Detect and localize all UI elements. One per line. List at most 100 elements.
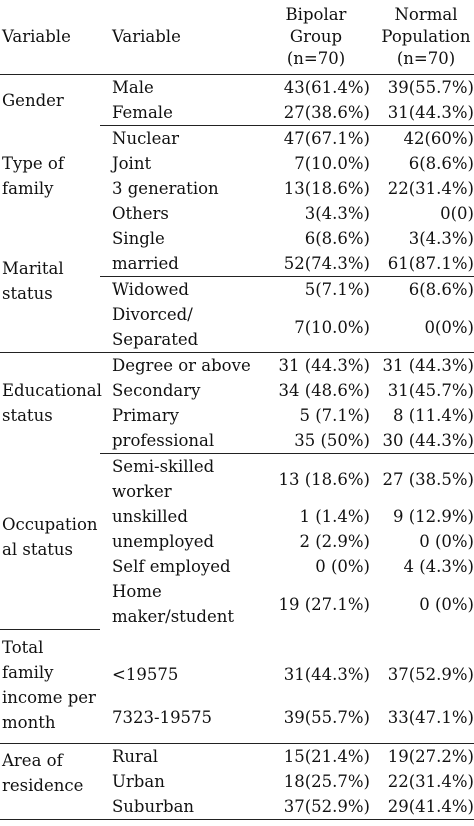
group-label-line: Occupation	[2, 512, 100, 537]
group-label-line: family	[2, 176, 100, 201]
group-label-line: Marital	[2, 256, 100, 281]
group-label-line: Total	[2, 635, 100, 660]
cell-bipolar: 13(18.6%)	[260, 176, 372, 201]
row-label: 3 generation	[100, 176, 260, 201]
cell-bipolar: 7(10.0%)	[260, 151, 372, 176]
cell-normal: 0(0)	[372, 201, 474, 226]
cell-bipolar: 13 (18.6%)	[260, 454, 372, 505]
cell-normal: 3(4.3%)	[372, 226, 474, 251]
group-label-line: Area of	[2, 748, 100, 773]
group-label-line: family	[2, 660, 100, 685]
cell-normal: 22(31.4%)	[372, 176, 474, 201]
row-label: Home maker/student	[100, 579, 260, 629]
row-label: Secondary	[100, 378, 260, 403]
group-label-occupation: Occupation al status	[0, 454, 100, 630]
header-bipolar: Bipolar Group (n=70)	[260, 0, 372, 75]
group-label-line: Type of	[2, 151, 100, 176]
cell-normal: 8 (11.4%)	[372, 403, 474, 428]
cell-bipolar: 5(7.1%)	[260, 277, 372, 303]
group-label-line: Educational	[2, 378, 100, 403]
row-label-line: Divorced/	[112, 302, 260, 327]
group-label-income: Total family income per month	[0, 629, 100, 744]
header-normal-line2: Population	[372, 26, 474, 48]
row-label: Urban	[100, 769, 260, 794]
row-label: unemployed	[100, 529, 260, 554]
header-variable-col1: Variable	[0, 0, 100, 75]
group-label-line: residence	[2, 773, 100, 798]
group-label-education: Educational status	[0, 353, 100, 454]
cell-normal: 22(31.4%)	[372, 769, 474, 794]
bottom-rule	[0, 820, 474, 826]
row-label: Degree or above	[100, 353, 260, 379]
cell-bipolar: 7(10.0%)	[260, 302, 372, 353]
cell-bipolar: 1 (1.4%)	[260, 504, 372, 529]
cell-bipolar: 2 (2.9%)	[260, 529, 372, 554]
cell-bipolar: 18(25.7%)	[260, 769, 372, 794]
cell-bipolar: 43(61.4%)	[260, 75, 372, 101]
cell-bipolar: 47(67.1%)	[260, 126, 372, 152]
cell-normal: 4 (4.3%)	[372, 554, 474, 579]
cell-normal: 0(0%)	[372, 302, 474, 353]
header-row: Variable Variable Bipolar Group (n=70) N…	[0, 0, 474, 75]
table-row: Marital status Single 6(8.6%) 3(4.3%)	[0, 226, 474, 251]
header-normal-line3: (n=70)	[372, 48, 474, 70]
table-row: Gender Male 43(61.4%) 39(55.7%)	[0, 75, 474, 101]
cell-bipolar: 0 (0%)	[260, 554, 372, 579]
cell-normal: 33(47.1%)	[372, 691, 474, 744]
cell-normal: 61(87.1%)	[372, 251, 474, 277]
group-label-line: status	[2, 281, 100, 306]
cell-normal: 0 (0%)	[372, 529, 474, 554]
group-label-family: Type of family	[0, 126, 100, 227]
cell-bipolar: 5 (7.1%)	[260, 403, 372, 428]
cell-normal: 6(8.6%)	[372, 277, 474, 303]
row-label: Primary	[100, 403, 260, 428]
row-label: 7323-19575	[100, 691, 260, 744]
cell-normal: 37(52.9%)	[372, 629, 474, 691]
cell-bipolar: 19 (27.1%)	[260, 579, 372, 629]
row-label: Female	[100, 100, 260, 126]
header-bipolar-line3: (n=70)	[260, 48, 372, 70]
table-row: Total family income per month <19575 31(…	[0, 629, 474, 691]
row-label: Semi-skilled worker	[100, 454, 260, 505]
group-label-line: al status	[2, 537, 100, 562]
row-label: Widowed	[100, 277, 260, 303]
cell-normal: 9 (12.9%)	[372, 504, 474, 529]
row-label: <19575	[100, 629, 260, 691]
cell-normal: 31(44.3%)	[372, 100, 474, 126]
group-label-gender: Gender	[0, 75, 100, 126]
row-label: Single	[100, 226, 260, 251]
cell-bipolar: 39(55.7%)	[260, 691, 372, 744]
cell-normal: 31(45.7%)	[372, 378, 474, 403]
row-label-line: worker	[112, 479, 260, 504]
row-label: unskilled	[100, 504, 260, 529]
row-label: Divorced/ Separated	[100, 302, 260, 353]
group-label-line: month	[2, 710, 100, 735]
row-label-line: Semi-skilled	[112, 454, 260, 479]
cell-normal: 29(41.4%)	[372, 794, 474, 820]
row-label: Rural	[100, 744, 260, 770]
cell-bipolar: 6(8.6%)	[260, 226, 372, 251]
table-row: Type of family Nuclear 47(67.1%) 42(60%)	[0, 126, 474, 152]
group-label-line: status	[2, 403, 100, 428]
row-label-line: Home	[112, 579, 260, 604]
header-normal: Normal Population (n=70)	[372, 0, 474, 75]
cell-bipolar: 3(4.3%)	[260, 201, 372, 226]
cell-bipolar: 37(52.9%)	[260, 794, 372, 820]
table-row: Occupation al status Semi-skilled worker…	[0, 454, 474, 505]
group-label-line: income per	[2, 685, 100, 710]
cell-normal: 27 (38.5%)	[372, 454, 474, 505]
row-label-line: Separated	[112, 327, 260, 352]
cell-normal: 31 (44.3%)	[372, 353, 474, 379]
header-bipolar-line2: Group	[260, 26, 372, 48]
table-row: Educational status Degree or above 31 (4…	[0, 353, 474, 379]
cell-normal: 19(27.2%)	[372, 744, 474, 770]
cell-bipolar: 34 (48.6%)	[260, 378, 372, 403]
cell-bipolar: 52(74.3%)	[260, 251, 372, 277]
cell-normal: 30 (44.3%)	[372, 428, 474, 454]
cell-normal: 0 (0%)	[372, 579, 474, 629]
group-label-marital: Marital status	[0, 226, 100, 353]
row-label: Male	[100, 75, 260, 101]
row-label: Suburban	[100, 794, 260, 820]
group-label-residence: Area of residence	[0, 744, 100, 820]
header-bipolar-line1: Bipolar	[260, 4, 372, 26]
